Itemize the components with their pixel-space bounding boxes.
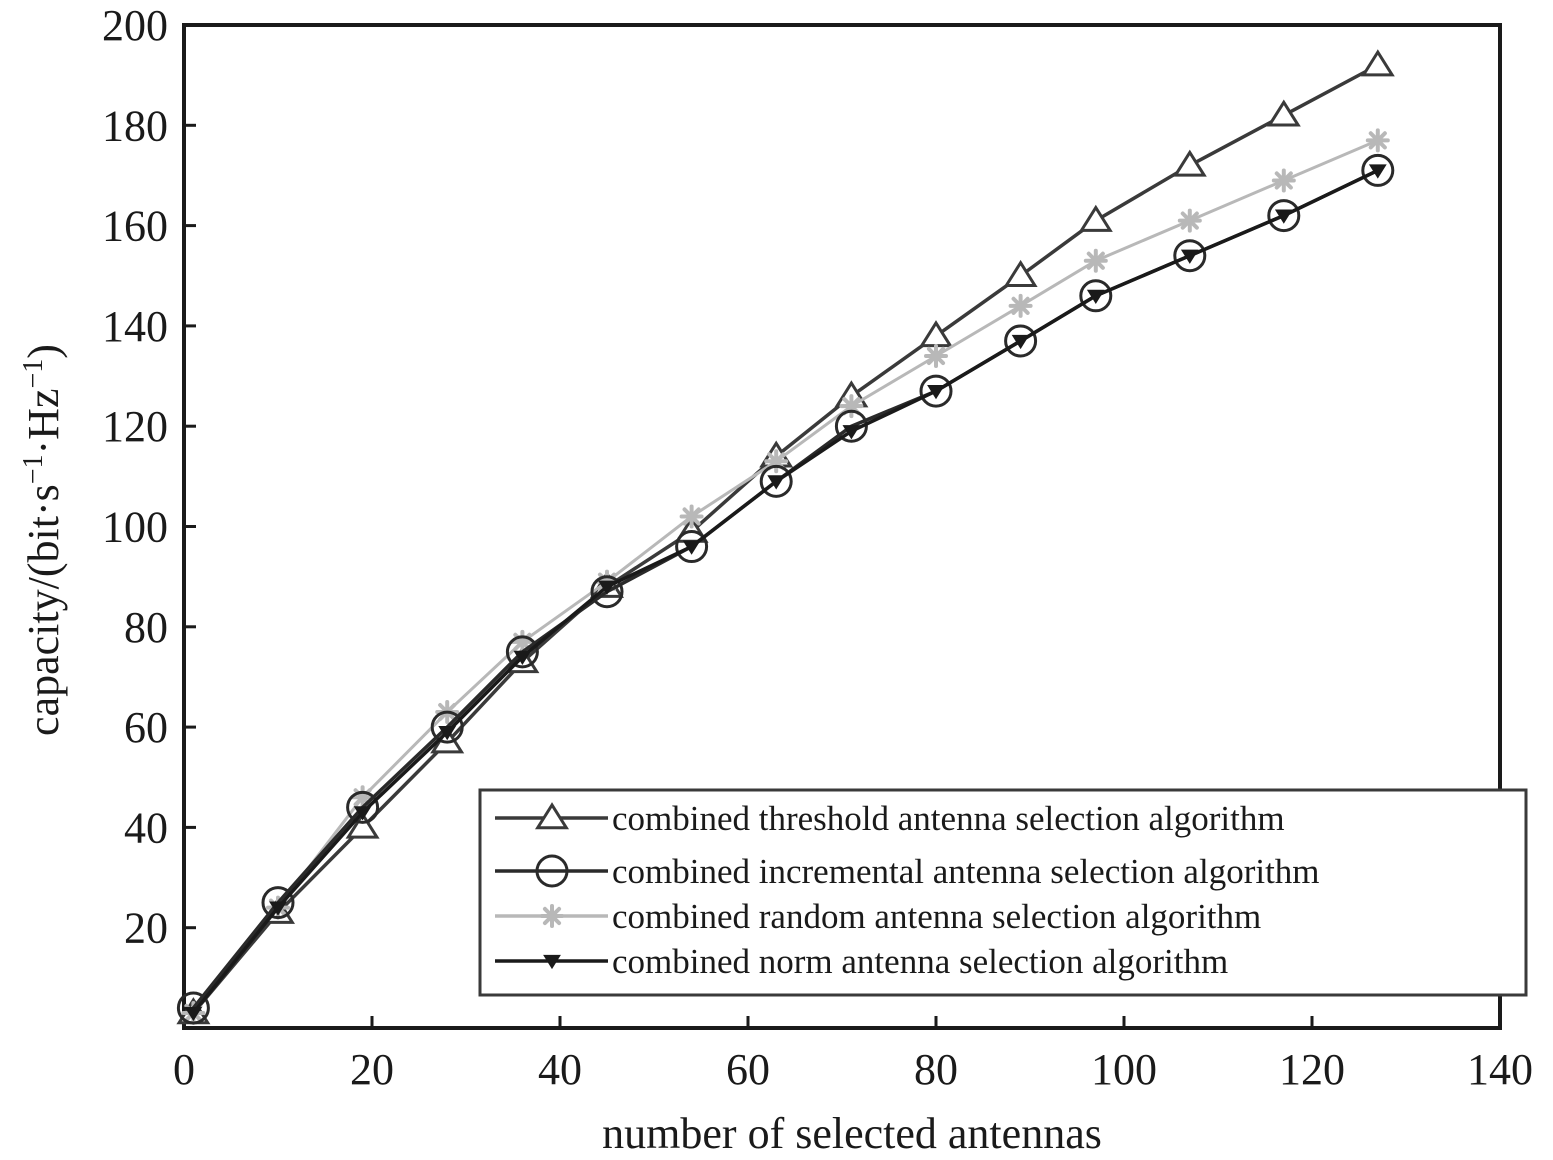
triangle-up-marker xyxy=(918,320,954,348)
x-tick-label: 20 xyxy=(350,1045,394,1094)
star-stroke xyxy=(1274,171,1293,190)
y-axis-label: capacity/(bit·s−1·Hz−1) xyxy=(18,344,68,736)
triangle-up-marker xyxy=(1003,259,1038,287)
y-tick-label: 160 xyxy=(102,202,168,251)
circle-marker xyxy=(759,464,793,498)
circle-marker xyxy=(1267,199,1301,233)
triangle-down-marker xyxy=(682,540,701,555)
triangle-down-marker xyxy=(927,384,945,400)
triangle-up-marker xyxy=(1266,99,1301,127)
axis-ticks: 0 20 40 60 80 100 120 140 20 40 60 80 100 120 140 160 18… xyxy=(102,1,1533,1094)
star-marker xyxy=(1008,293,1033,318)
circle-marker xyxy=(535,854,569,888)
circle-marker xyxy=(1173,239,1207,273)
x-tick-label: 120 xyxy=(1279,1045,1345,1094)
triangle-up-marker xyxy=(534,802,570,830)
x-tick-label: 0 xyxy=(173,1045,195,1094)
y-tick-label: 20 xyxy=(124,904,168,953)
circle-marker xyxy=(1004,324,1038,358)
series-triangle-down xyxy=(184,164,1387,1022)
star-stroke xyxy=(1086,251,1105,270)
star-marker xyxy=(1177,208,1202,233)
triangle-down-marker xyxy=(1011,334,1030,350)
star-stroke xyxy=(1180,211,1199,230)
triangle-down-marker xyxy=(184,1006,203,1022)
y-tick-label: 180 xyxy=(102,101,168,150)
series-layer xyxy=(176,49,1395,1025)
triangle-down-marker xyxy=(543,954,561,970)
y-tick-label: 60 xyxy=(124,703,168,752)
legend: combined threshold antenna selection alg… xyxy=(478,788,1528,997)
legend-label: combined random antenna selection algori… xyxy=(612,897,1261,936)
triangle-down-marker xyxy=(598,580,616,595)
circle-marker xyxy=(505,635,539,669)
y-tick-label: 120 xyxy=(102,402,168,451)
triangle-up-marker xyxy=(345,811,380,839)
circle-marker xyxy=(261,886,295,920)
triangle-down-marker xyxy=(842,425,861,440)
legend-label: combined incremental antenna selection a… xyxy=(612,852,1320,891)
star-stroke xyxy=(926,346,946,366)
legend-label: combined threshold antenna selection alg… xyxy=(612,799,1285,838)
y-axis-label-sup1: −1 xyxy=(18,454,49,484)
triangle-down-marker xyxy=(438,726,457,741)
triangle-up-marker xyxy=(1360,49,1395,77)
y-axis-label-main: capacity/(bit·s xyxy=(19,484,68,736)
legend-box xyxy=(478,788,1528,997)
triangle-down-marker xyxy=(513,650,532,666)
star-marker xyxy=(1083,248,1108,273)
triangle-up-marker xyxy=(1172,149,1207,177)
star-stroke xyxy=(542,906,562,926)
y-tick-label: 40 xyxy=(124,803,168,852)
x-tick-label: 60 xyxy=(726,1045,770,1094)
circle-marker xyxy=(176,991,210,1025)
y-tick-label: 200 xyxy=(102,1,168,50)
triangle-down-marker xyxy=(767,475,786,490)
star-marker xyxy=(1365,128,1390,153)
star-marker xyxy=(540,904,564,928)
circle-marker xyxy=(834,409,868,443)
circle-marker xyxy=(1361,153,1395,187)
y-axis-label-end: ) xyxy=(19,344,68,359)
x-axis-label: number of selected antennas xyxy=(602,1109,1102,1158)
triangle-down-marker xyxy=(1180,249,1199,264)
star-marker xyxy=(679,504,704,529)
y-axis-label-sup2: −1 xyxy=(18,359,49,389)
legend-label: combined norm antenna selection algorith… xyxy=(612,942,1228,981)
star-marker xyxy=(1271,168,1296,193)
circle-marker xyxy=(919,374,953,408)
circle-marker xyxy=(675,530,709,564)
triangle-down-marker xyxy=(1368,164,1387,179)
circle-marker xyxy=(590,575,624,609)
y-tick-label: 80 xyxy=(124,603,168,652)
y-axis-label-mid: ·Hz xyxy=(19,389,68,455)
triangle-down-marker xyxy=(353,806,372,821)
triangle-up-marker xyxy=(1078,204,1113,232)
x-tick-label: 80 xyxy=(914,1045,958,1094)
y-tick-label: 100 xyxy=(102,503,168,552)
triangle-down-marker xyxy=(269,901,287,916)
y-tick-label: 140 xyxy=(102,302,168,351)
x-tick-label: 40 xyxy=(538,1045,582,1094)
circle-marker xyxy=(346,790,380,824)
triangle-down-marker xyxy=(1086,289,1105,304)
star-stroke xyxy=(1011,296,1030,315)
circle-marker xyxy=(430,710,464,744)
circle-marker xyxy=(1079,279,1113,313)
triangle-down-marker xyxy=(1274,209,1293,224)
star-marker xyxy=(924,343,948,368)
star-stroke xyxy=(682,507,701,526)
x-tick-label: 140 xyxy=(1467,1045,1533,1094)
star-stroke xyxy=(1368,131,1387,150)
x-tick-label: 100 xyxy=(1091,1045,1157,1094)
